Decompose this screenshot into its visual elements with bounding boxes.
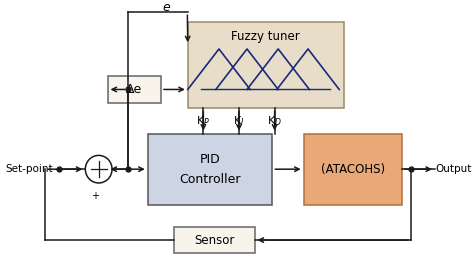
FancyBboxPatch shape [303,134,401,205]
Text: (ATACOHS): (ATACOHS) [320,163,384,176]
FancyBboxPatch shape [188,22,344,108]
Text: PID: PID [200,153,220,165]
FancyBboxPatch shape [108,75,161,103]
FancyBboxPatch shape [174,227,255,253]
Text: +: + [91,191,99,200]
Text: Δe: Δe [126,83,143,96]
Ellipse shape [85,155,112,183]
Text: K$_D$: K$_D$ [267,114,282,128]
Text: K$_P$: K$_P$ [196,114,210,128]
Text: Fuzzy tuner: Fuzzy tuner [231,30,300,43]
Text: Output: Output [435,164,471,174]
Text: e: e [163,1,171,14]
FancyBboxPatch shape [148,134,273,205]
Text: Controller: Controller [179,173,241,186]
Text: Sensor: Sensor [194,234,235,247]
Text: Set-point: Set-point [5,164,53,174]
Text: K$_I$: K$_I$ [233,114,245,128]
